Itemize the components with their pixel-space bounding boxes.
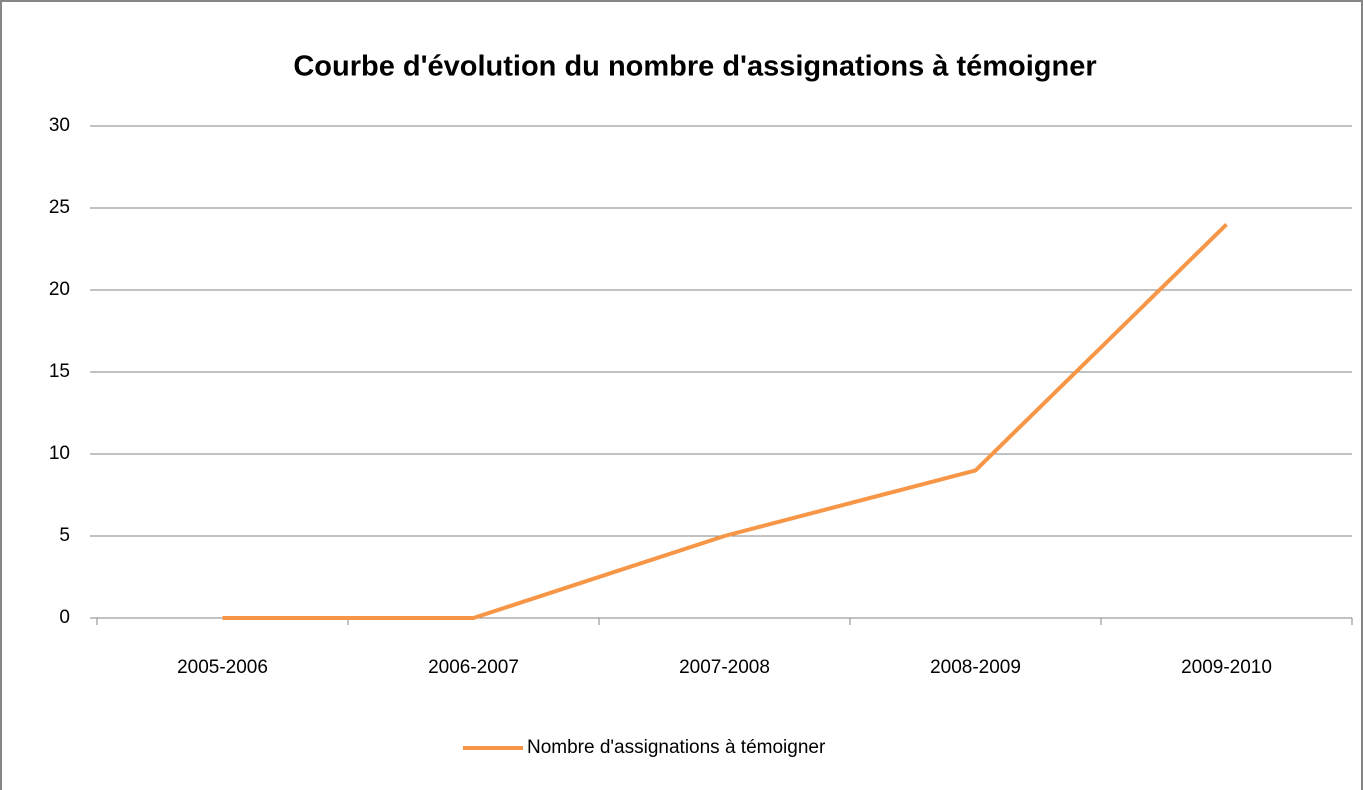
- y-tick-label: 20: [49, 279, 70, 300]
- y-tick-label: 30: [49, 115, 70, 136]
- x-tick-label: 2005-2006: [177, 657, 268, 678]
- legend-label: Nombre d'assignations à témoigner: [527, 737, 826, 758]
- y-tick-label: 10: [49, 443, 70, 464]
- x-tick-label: 2008-2009: [930, 657, 1021, 678]
- x-tick-label: 2006-2007: [428, 657, 519, 678]
- y-tick-label: 0: [59, 607, 70, 628]
- y-tick-label: 25: [49, 197, 70, 218]
- y-tick-label: 5: [59, 525, 70, 546]
- x-tick-label: 2009-2010: [1181, 657, 1272, 678]
- y-tick-label: 15: [49, 361, 70, 382]
- x-tick-label: 2007-2008: [679, 657, 770, 678]
- chart-title: Courbe d'évolution du nombre d'assignati…: [293, 51, 1096, 83]
- line-series: [222, 222, 1228, 620]
